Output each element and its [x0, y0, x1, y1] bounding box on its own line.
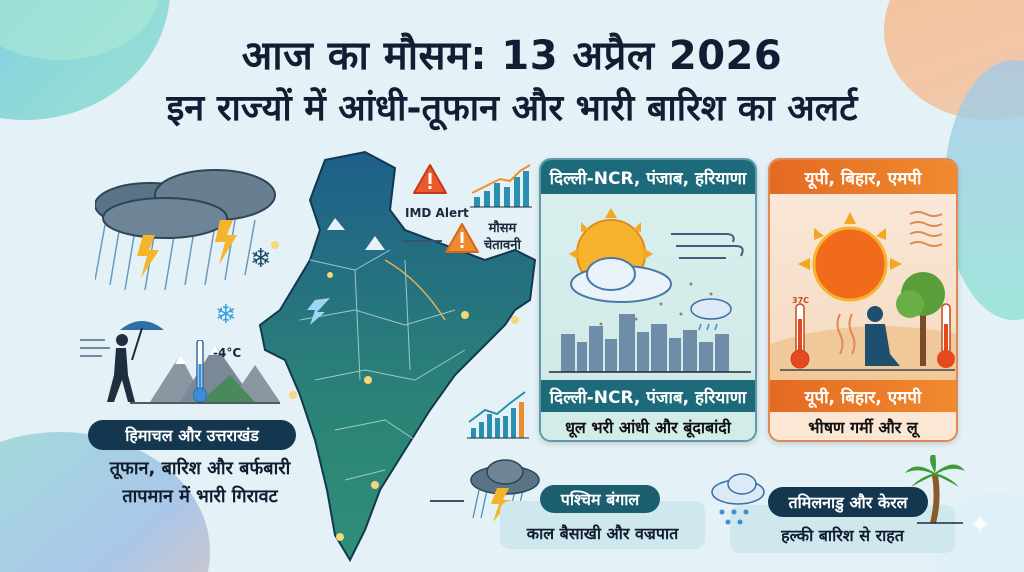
person-icon — [865, 306, 900, 366]
himachal-title: हिमाचल और उत्तराखंड — [88, 420, 296, 450]
tree-icon — [896, 272, 945, 366]
cold-scene — [80, 320, 280, 410]
up-scene: 37C — [770, 194, 956, 380]
wind-icon — [80, 339, 110, 357]
thermometer-icon — [937, 303, 955, 368]
page-subtitle: इन राज्यों में आंधी-तूफान और भारी बारिश … — [166, 88, 858, 129]
warning-line1: मौसम — [488, 221, 517, 236]
cloud-rain-icon — [690, 298, 732, 331]
up-band: यूपी, बिहार, एमपी — [770, 380, 956, 412]
warning-line2: चेतावनी — [484, 238, 521, 253]
bar-chart-icon — [465, 390, 529, 440]
himachal-line2: तापमान में भारी गिरावट — [122, 486, 278, 507]
bengal-forecast: काल बैसाखी और वज्रपात — [526, 524, 679, 543]
snowflake-icon: ❄ — [215, 300, 237, 330]
storm-illustration — [95, 160, 295, 300]
up-forecast: भीषण गर्मी और लू — [770, 412, 956, 440]
imd-alert-label: IMD Alert — [405, 206, 469, 220]
thermometer-icon — [193, 340, 207, 404]
page-title: आज का मौसम: 13 अप्रैल 2026 — [241, 33, 783, 79]
snowflake-icon: ❄ — [250, 244, 272, 274]
himachal-temperature: -4°C — [213, 346, 242, 360]
lightning-icon — [307, 298, 330, 325]
south-title: तमिलनाडु और केरल — [768, 487, 928, 517]
storm-cloud-icon — [95, 169, 276, 291]
weather-warning-label: मौसम चेतावनी — [484, 220, 521, 254]
thermometer-icon — [790, 303, 810, 369]
city-skyline — [561, 314, 729, 372]
delhi-scene — [541, 194, 755, 380]
up-header: यूपी, बिहार, एमपी — [770, 160, 956, 194]
bar-chart-icon — [468, 163, 532, 209]
warning-icon — [444, 222, 480, 254]
storm-cloud-icon — [465, 456, 545, 526]
up-panel: यूपी, बिहार, एमपी 37C यूपी, बिहार, एमपी … — [768, 158, 958, 442]
connector-line — [402, 240, 442, 242]
sun-icon — [798, 212, 902, 302]
south-forecast: हल्की बारिश से राहत — [781, 526, 904, 545]
bengal-title: पश्चिम बंगाल — [540, 485, 660, 513]
delhi-forecast: धूल भरी आंधी और बूंदाबांदी — [541, 412, 755, 440]
delhi-band: दिल्ली-NCR, पंजाब, हरियाणा — [541, 380, 755, 412]
cloud-rain-icon — [708, 470, 772, 530]
delhi-header: दिल्ली-NCR, पंजाब, हरियाणा — [541, 160, 755, 194]
connector-line — [430, 500, 464, 502]
umbrella-icon — [120, 321, 164, 330]
delhi-panel: दिल्ली-NCR, पंजाब, हरियाणा दिल्ली-NCR, प… — [539, 158, 757, 442]
palm-tree-icon — [905, 455, 965, 525]
up-temperature: 37C — [792, 296, 810, 305]
himachal-line1: तूफान, बारिश और बर्फबारी — [109, 458, 291, 479]
sparkle-icon: ✦ — [968, 508, 992, 541]
warning-icon — [412, 163, 448, 195]
wind-icon — [671, 233, 744, 259]
